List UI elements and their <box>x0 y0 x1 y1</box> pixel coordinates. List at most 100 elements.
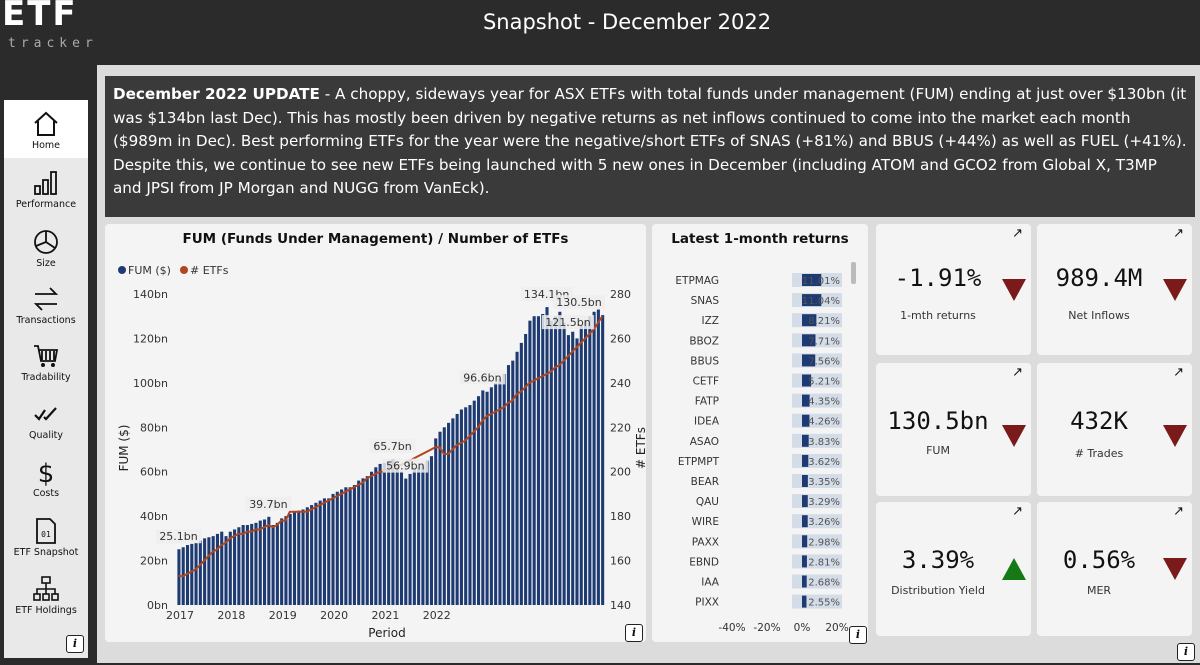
expand-arrow-icon[interactable]: ↗ <box>1173 504 1184 519</box>
expand-arrow-icon[interactable]: ↗ <box>1173 226 1184 241</box>
returns-ticker: IDEA <box>694 416 720 428</box>
update-body: - A choppy, sideways year for ASX ETFs w… <box>113 85 1187 197</box>
fum-bar <box>322 498 326 605</box>
sidebar-item-label: ETF Snapshot <box>13 547 79 558</box>
returns-row[interactable]: PAXX 2.98% <box>692 534 842 549</box>
kpi-card-1mth-returns[interactable]: ↗ -1.91% 1-mth returns <box>876 224 1031 355</box>
fum-bar <box>399 471 404 605</box>
returns-scrollbar[interactable] <box>851 262 856 284</box>
returns-info-button[interactable]: i <box>849 626 867 644</box>
fum-bar <box>464 407 468 605</box>
y-tick-label: 100bn <box>133 377 168 390</box>
returns-bar <box>802 515 808 528</box>
expand-arrow-icon[interactable]: ↗ <box>1012 365 1023 380</box>
returns-row[interactable]: IAA 2.68% <box>701 574 842 589</box>
returns-row[interactable]: SNAS 11.04% <box>691 293 842 308</box>
fum-bar <box>211 536 215 605</box>
kpi-card-trades[interactable]: ↗ 432K # Trades <box>1037 363 1192 496</box>
sidebar-item-label: Quality <box>29 430 63 441</box>
expand-arrow-icon[interactable]: ↗ <box>1012 226 1023 241</box>
expand-arrow-icon[interactable]: ↗ <box>1173 365 1184 380</box>
returns-bar <box>802 595 807 608</box>
expand-arrow-icon[interactable]: ↗ <box>1012 504 1023 519</box>
kpi-card-fum[interactable]: ↗ 130.5bn FUM <box>876 363 1031 496</box>
returns-value-label: 2.81% <box>808 557 840 568</box>
sidebar-item-etf-holdings[interactable]: ETF Holdings <box>4 565 88 623</box>
sidebar-item-label: Performance <box>15 199 77 210</box>
kpi-card-mer[interactable]: ↗ 0.56% MER <box>1037 502 1192 636</box>
returns-value-label: 2.98% <box>808 537 840 548</box>
fum-bar <box>352 485 356 605</box>
fum-bar <box>519 342 523 605</box>
sidebar-item-performance[interactable]: Performance <box>4 159 88 217</box>
returns-row[interactable]: BEAR 3.35% <box>691 474 842 488</box>
kpi-value: 432K <box>1070 407 1128 435</box>
returns-row[interactable]: ETPMPT 3.62% <box>678 453 842 468</box>
fum-bar <box>314 502 318 605</box>
returns-bar <box>802 434 809 447</box>
kpi-card-distribution-yield[interactable]: ↗ 3.39% Distribution Yield <box>876 502 1031 636</box>
sidebar-item-quality[interactable]: Quality <box>4 390 88 448</box>
x-tick-label: 2018 <box>217 609 245 622</box>
fum-data-label: 25.1bn <box>155 529 202 544</box>
x-tick-label: 2017 <box>166 609 194 622</box>
returns-value-label: 11.01% <box>802 276 840 287</box>
fum-bar <box>292 511 297 605</box>
returns-value-label: 11.04% <box>802 296 840 307</box>
returns-x-tick: -20% <box>753 622 780 634</box>
fum-bar <box>280 518 284 605</box>
returns-row[interactable]: QAU 3.29% <box>696 494 842 509</box>
sidebar-item-transactions[interactable]: Transactions <box>4 275 88 333</box>
trend-down-icon <box>1163 558 1187 580</box>
trend-up-icon <box>1002 558 1026 580</box>
sidebar-item-home[interactable]: Home <box>4 100 88 158</box>
sidebar-item-size[interactable]: Size <box>4 218 88 276</box>
returns-row[interactable]: EBND 2.81% <box>689 554 842 569</box>
data-label-text: 121.5bn <box>545 316 590 329</box>
returns-bar <box>802 555 807 568</box>
returns-ticker: BEAR <box>691 476 719 488</box>
fum-data-label: 130.5bn <box>552 295 606 310</box>
fum-chart-info-button[interactable]: i <box>625 624 643 642</box>
returns-value-label: 3.62% <box>808 457 840 468</box>
returns-value-label: 7.71% <box>808 336 840 347</box>
page-title: Snapshot - December 2022 <box>482 10 772 34</box>
kpi-card-net-inflows[interactable]: ↗ 989.4M Net Inflows <box>1037 224 1192 355</box>
returns-row[interactable]: IDEA 4.26% <box>694 413 842 428</box>
sidebar-item-etf-snapshot[interactable]: 01 ETF Snapshot <box>4 507 88 565</box>
fum-bar <box>545 307 549 605</box>
fum-chart: FUM ($) # ETFs FUM ($) # ETFs Period 0bn… <box>117 264 646 640</box>
returns-row[interactable]: BBUS 7.56% <box>690 353 842 368</box>
returns-ticker: BBUS <box>690 355 719 367</box>
trend-down-icon <box>1163 279 1187 301</box>
returns-bar <box>802 535 808 548</box>
svg-text:$: $ <box>38 459 55 486</box>
returns-ticker: IAA <box>701 577 720 589</box>
sidebar-item-tradability[interactable]: Tradability <box>4 332 88 390</box>
returns-ticker: QAU <box>696 496 719 508</box>
sidebar-item-costs[interactable]: $ Costs <box>4 448 88 506</box>
fum-chart-title: FUM (Funds Under Management) / Number of… <box>182 231 569 247</box>
fum-bar <box>340 489 344 605</box>
fum-bar <box>566 335 570 605</box>
returns-row[interactable]: WIRE 3.26% <box>692 514 842 529</box>
returns-x-tick: -40% <box>718 622 745 634</box>
returns-row[interactable]: BBOZ 7.71% <box>689 333 842 348</box>
returns-row[interactable]: ASAO 3.83% <box>690 433 842 448</box>
returns-row[interactable]: PIXX 2.55% <box>695 594 842 609</box>
sidebar-item-label: ETF Holdings <box>15 605 77 616</box>
kpi-label: 1-mth returns <box>900 309 976 322</box>
fum-legend: FUM ($) # ETFs <box>118 264 229 277</box>
returns-row[interactable]: ETPMAG 11.01% <box>675 273 842 287</box>
returns-row[interactable]: CETF 5.21% <box>693 373 842 388</box>
returns-row[interactable]: FATP 4.35% <box>695 393 842 408</box>
trend-down-icon <box>1002 425 1026 447</box>
main-info-button[interactable]: i <box>1177 643 1195 661</box>
trend-down-icon <box>1002 279 1026 301</box>
bar-chart-icon <box>34 171 57 195</box>
sidebar-info-button[interactable]: i <box>66 635 84 653</box>
kpi-value: 0.56% <box>1062 546 1136 574</box>
returns-row[interactable]: IZZ 8.21% <box>702 313 842 328</box>
returns-ticker: PAXX <box>692 536 719 548</box>
fum-bar <box>481 390 485 605</box>
